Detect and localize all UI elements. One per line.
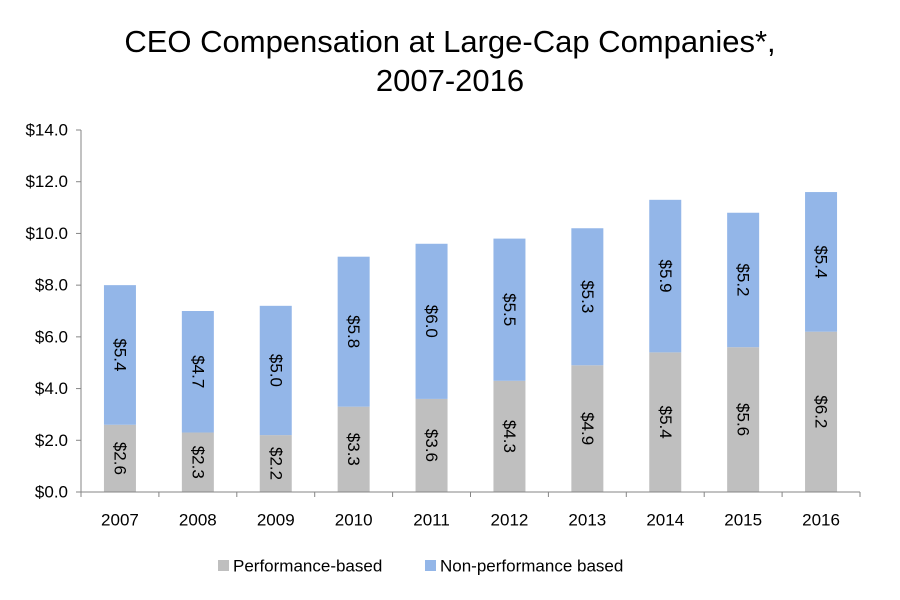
bar-performance-2011 <box>415 398 448 492</box>
bar-non-performance-2016 <box>805 192 838 332</box>
bar-non-performance-2007 <box>103 285 136 425</box>
axes-layer: $0.0 $2.0 $4.0 $6.0 $8.0 $10.0 $12.0 $14.0 2007 2… <box>25 121 861 530</box>
y-tick-label: $6.0 <box>35 327 68 346</box>
data-label-performance-2010: $3.3 <box>344 433 363 466</box>
data-label-non-performance-2015: $5.2 <box>734 263 753 296</box>
data-label-non-performance-2010: $5.8 <box>344 315 363 348</box>
y-tick-label: $4.0 <box>35 379 68 398</box>
data-label-non-performance-2016: $5.4 <box>812 245 831 278</box>
data-label-non-performance-2008: $4.7 <box>188 355 207 388</box>
bar-performance-2015 <box>727 347 760 492</box>
chart-title-line-2: 2007-2016 <box>375 63 525 98</box>
x-tick-label-2014: 2014 <box>646 511 684 530</box>
y-tick-label: $2.0 <box>35 431 68 450</box>
legend-label-non-performance: Non-performance based <box>440 557 623 576</box>
bar-non-performance-2009 <box>259 305 292 436</box>
x-tick-label-2016: 2016 <box>802 511 840 530</box>
bar-non-performance-2014 <box>649 199 682 353</box>
y-tick-label: $12.0 <box>25 172 68 191</box>
x-tick-label-2007: 2007 <box>101 511 139 530</box>
bar-non-performance-2010 <box>337 256 370 407</box>
x-tick-label-2012: 2012 <box>491 511 529 530</box>
data-label-performance-2008: $2.3 <box>188 446 207 479</box>
data-label-non-performance-2013: $5.3 <box>578 280 597 313</box>
x-tick-label-2008: 2008 <box>179 511 217 530</box>
x-tick-label-2011: 2011 <box>413 511 450 530</box>
data-label-performance-2007: $2.6 <box>110 442 129 475</box>
y-tick-label: $14.0 <box>25 121 68 140</box>
bar-non-performance-2015 <box>727 212 760 348</box>
data-label-non-performance-2014: $5.9 <box>656 260 675 293</box>
data-label-performance-2014: $5.4 <box>656 406 675 439</box>
legend-swatch-non-performance <box>425 560 436 571</box>
bar-performance-2007 <box>103 424 136 492</box>
bar-performance-2010 <box>337 406 370 492</box>
bar-non-performance-2011 <box>415 243 448 399</box>
bar-non-performance-2008 <box>181 311 214 433</box>
x-tick-label-2010: 2010 <box>335 511 373 530</box>
bar-non-performance-2013 <box>571 228 604 366</box>
bar-performance-2014 <box>649 352 682 492</box>
legend: Performance-based Non-performance based <box>218 557 623 576</box>
legend-label-performance: Performance-based <box>233 557 382 576</box>
y-tick-label: $0.0 <box>35 483 68 502</box>
data-label-performance-2009: $2.2 <box>266 447 285 480</box>
bar-performance-2008 <box>181 432 214 492</box>
bar-non-performance-2012 <box>493 238 526 381</box>
data-label-non-performance-2007: $5.4 <box>110 338 129 371</box>
x-tick-label-2015: 2015 <box>724 511 762 530</box>
chart-title-line-1: CEO Compensation at Large-Cap Companies*… <box>124 24 776 59</box>
y-tick-label: $10.0 <box>25 224 68 243</box>
bar-performance-2016 <box>805 331 838 492</box>
x-tick-label-2009: 2009 <box>257 511 295 530</box>
data-label-non-performance-2009: $5.0 <box>266 354 285 387</box>
x-tick-label-2013: 2013 <box>568 511 606 530</box>
data-label-non-performance-2011: $6.0 <box>422 305 441 338</box>
data-label-non-performance-2012: $5.5 <box>500 293 519 326</box>
data-label-performance-2012: $4.3 <box>500 420 519 453</box>
bars-layer: $2.6 $5.4 $2.3 $4.7 $2.2 $5.0 $3.3 $5.8 $3.6 $6.0… <box>103 192 838 492</box>
bar-performance-2013 <box>571 365 604 492</box>
data-label-performance-2011: $3.6 <box>422 429 441 462</box>
data-label-performance-2013: $4.9 <box>578 412 597 445</box>
bar-performance-2012 <box>493 380 526 492</box>
y-tick-label: $8.0 <box>35 276 68 295</box>
data-label-performance-2016: $6.2 <box>812 395 831 428</box>
legend-swatch-performance <box>218 560 229 571</box>
bar-performance-2009 <box>259 435 292 492</box>
chart-title: CEO Compensation at Large-Cap Companies*… <box>0 22 900 100</box>
data-label-performance-2015: $5.6 <box>734 403 753 436</box>
